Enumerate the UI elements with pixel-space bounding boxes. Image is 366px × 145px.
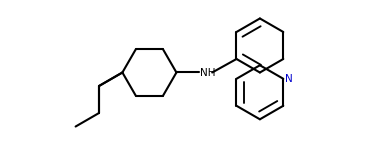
Text: N: N [285,74,292,84]
Text: NH: NH [200,68,215,77]
